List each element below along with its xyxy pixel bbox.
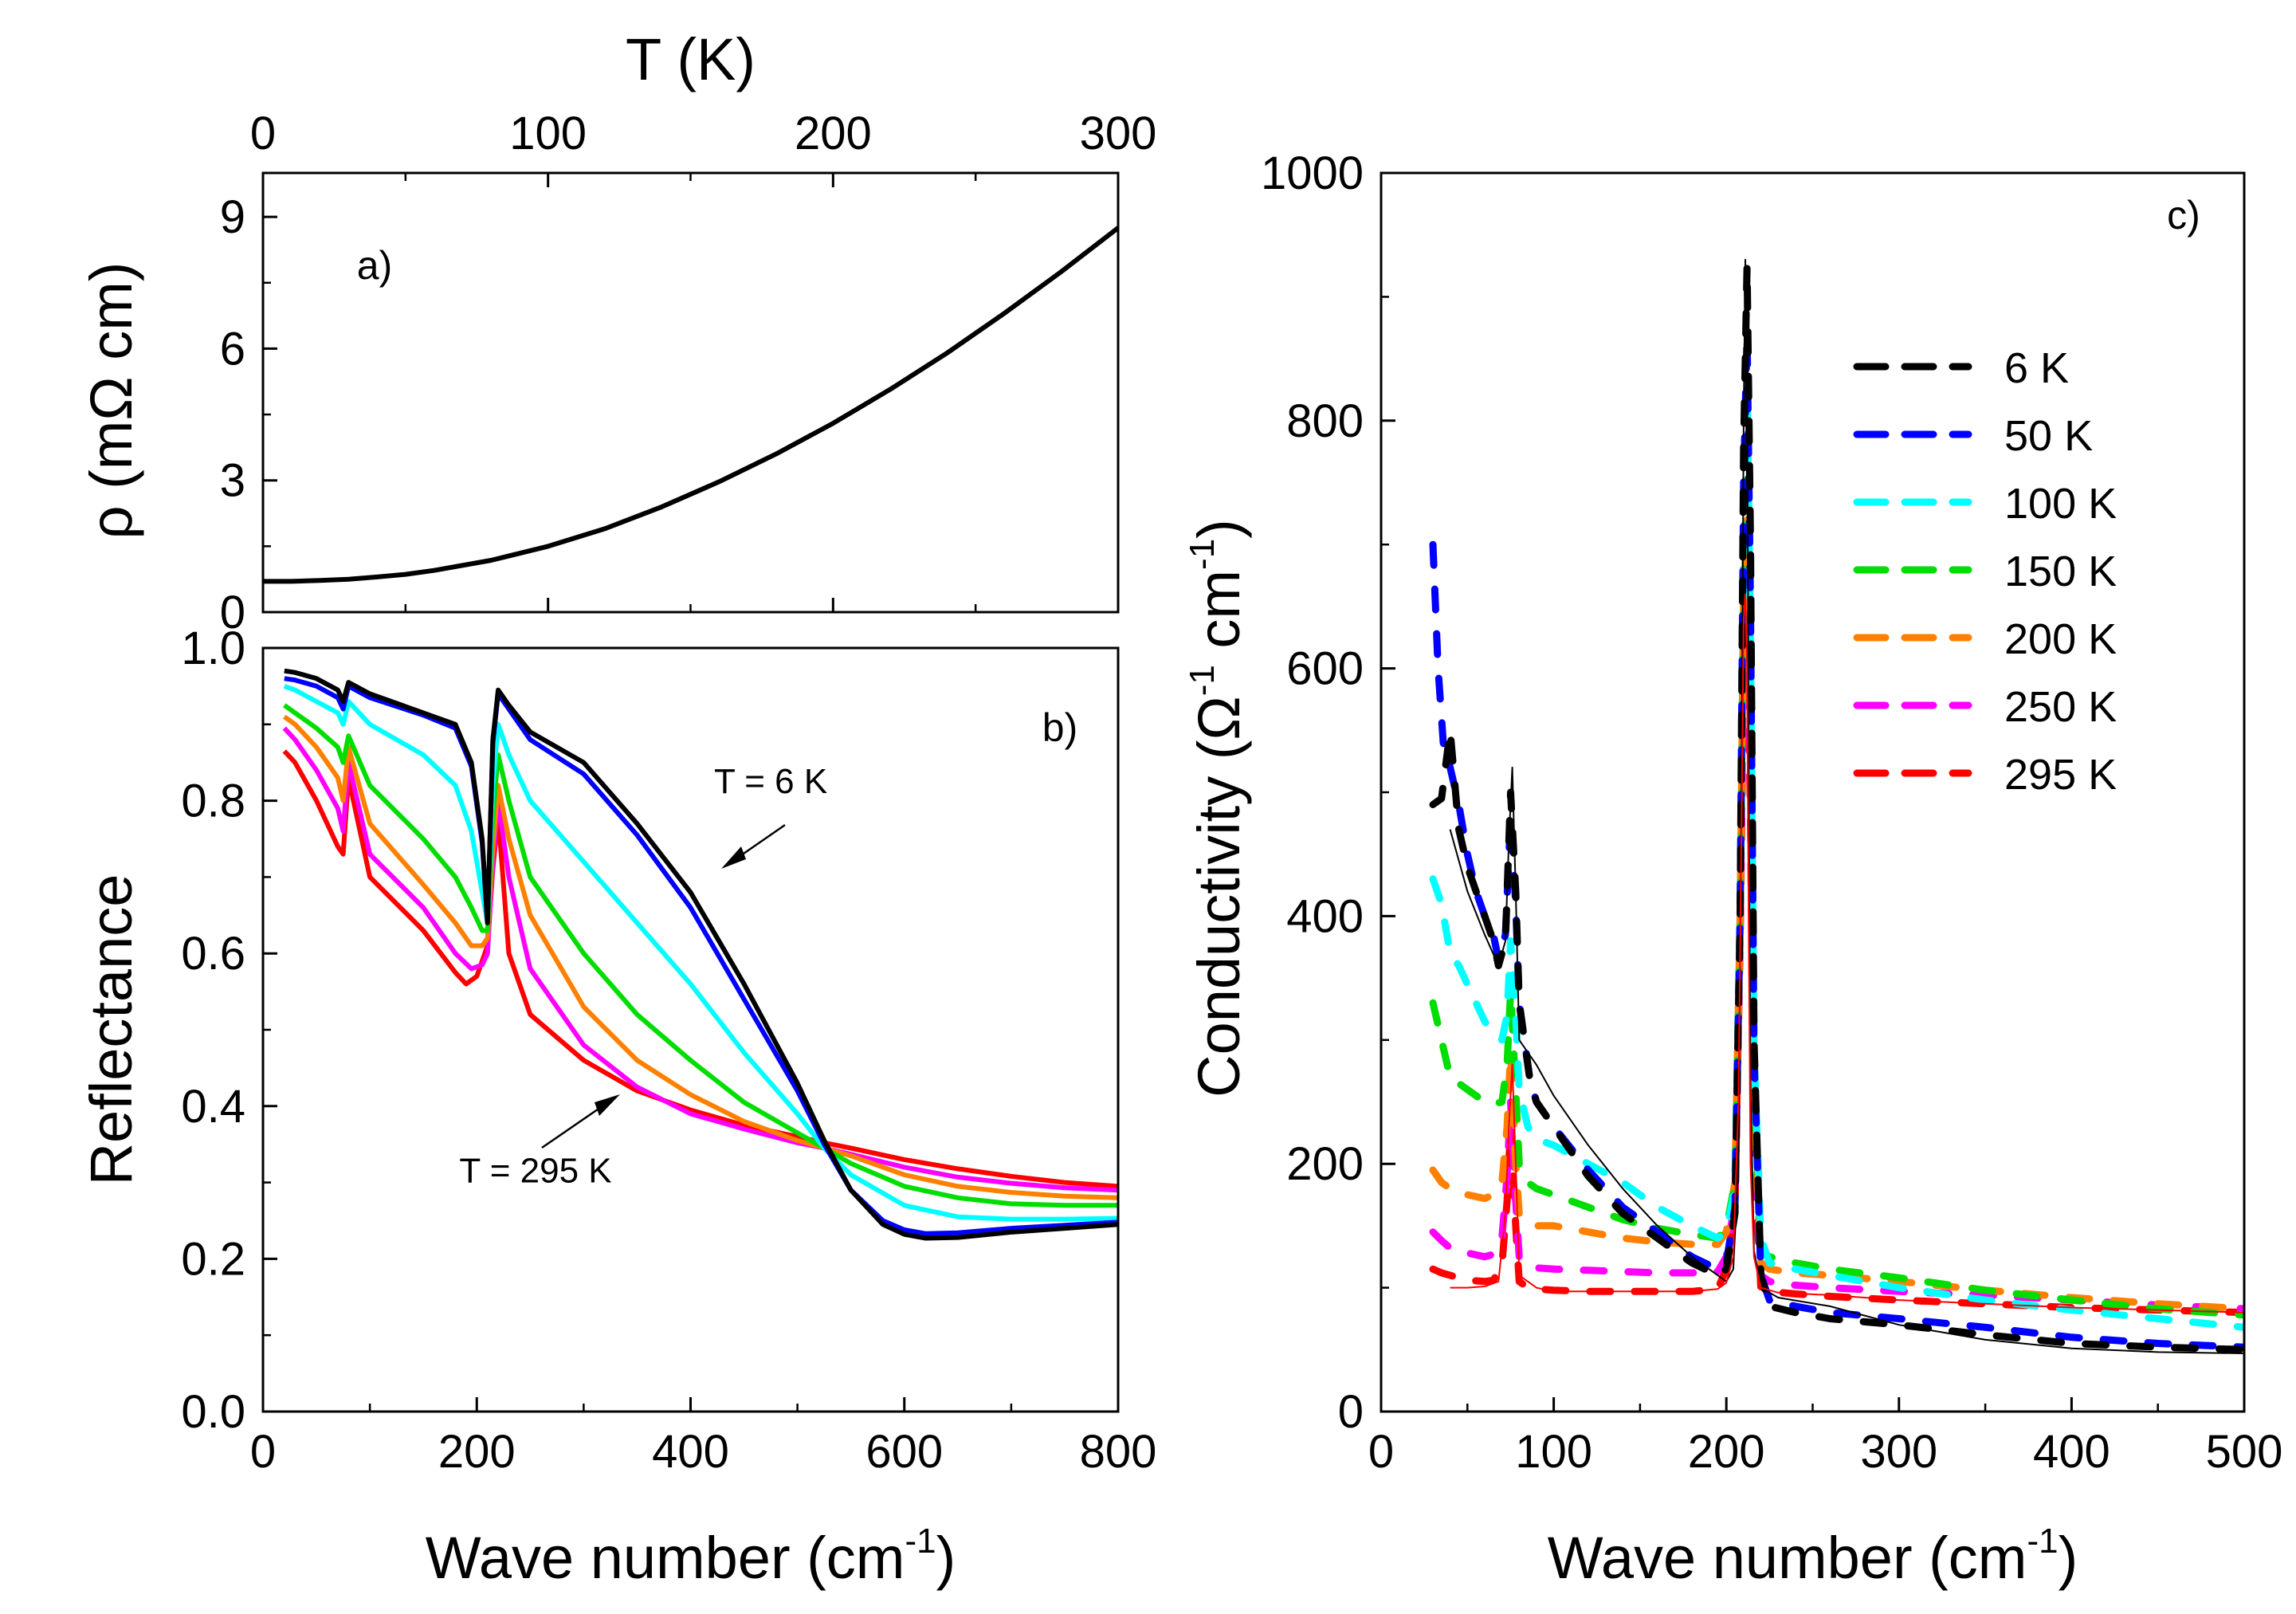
b-y-tick-label: 1.0 [181,622,245,674]
b-annotation-6k-arrowhead [721,846,746,869]
c-series-fit-295-k [1450,593,2244,1314]
c-y-tick-label: 200 [1286,1138,1364,1190]
a-top-tick-label: 200 [795,108,872,159]
c-y-axis-label-sup1: -1 [1183,665,1222,696]
c-x-tick-label: 500 [2206,1426,2283,1478]
a-plot-frame [261,171,1120,614]
b-x-axis-label: Wave number (cm-1) [426,1522,956,1591]
b-y-tick-label: 0.2 [181,1233,245,1285]
b-x-axis-label-end: ) [936,1525,956,1591]
c-series-200-k [1429,516,2244,1313]
b-x-axis-label-sup: -1 [905,1522,936,1561]
c-series-fit-6-k [1449,258,2244,1354]
b-series-50-k [284,676,1118,1236]
c-x-tick-label: 300 [1860,1426,1937,1478]
c-legend-label: 150 K [2004,548,2117,595]
c-y-tick-label: 800 [1286,395,1364,447]
b-x-tick-label: 600 [865,1426,943,1478]
c-series-150-k [1429,466,2244,1319]
panel-a-resistivity: 0 100 200 300 0 3 6 9 T (K) ρ (mΩ cm) a) [78,26,1156,638]
c-series-100-k [1429,379,2244,1331]
c-x-axis-label-end: ) [2059,1525,2078,1591]
c-x-tick-label: 100 [1515,1426,1592,1478]
b-x-tick-label: 800 [1080,1426,1157,1478]
a-y-axis-label: ρ (mΩ cm) [78,261,144,539]
c-y-axis-label-sup2: -1 [1183,539,1222,570]
b-annotation-6k: T = 6 K [714,762,827,801]
c-x-axis-label: Wave number (cm-1) [1548,1522,2078,1591]
b-x-tick-label: 400 [652,1426,729,1478]
c-y-axis-label-main: Conductivity (Ω [1186,696,1252,1098]
c-series-6-k [1429,262,2244,1353]
c-legend-label: 200 K [2004,615,2117,663]
a-top-axis-label: T (K) [626,26,756,92]
c-y-tick-label: 1000 [1261,147,1364,199]
b-y-tick-label: 0.0 [181,1386,245,1438]
c-legend-label: 50 K [2004,412,2093,460]
a-y-tick-label: 6 [220,323,245,375]
c-legend-label: 100 K [2004,480,2117,528]
c-series-group [1429,258,2244,1354]
b-y-tick-label: 0.6 [181,928,245,980]
a-panel-label: a) [357,243,392,288]
c-x-tick-label: 200 [1688,1426,1765,1478]
a-top-tick-label: 0 [250,108,276,159]
panel-c-conductivity: 0 100 200 300 400 500 0 200 400 600 800 1000 Wave nu… [1183,147,2282,1591]
b-x-tick-label: 0 [250,1426,276,1478]
c-y-tick-label: 0 [1338,1386,1364,1438]
b-series-100-k [283,684,1118,1222]
b-x-axis-label-main: Wave number (cm [426,1525,905,1591]
b-series-150-k [283,703,1118,1208]
a-series-resistivity [263,226,1120,584]
c-y-tick-label: 600 [1286,643,1364,695]
c-legend-label: 250 K [2004,683,2117,731]
b-y-tick-label: 0.8 [181,776,245,827]
b-series-6-k [284,668,1118,1241]
a-y-tick-label: 3 [220,455,245,507]
panel-b-reflectance: 0 200 400 600 800 0.0 0.2 0.4 0.6 0.8 1.0 Wave numb… [78,622,1156,1591]
c-series-250-k [1429,553,2244,1313]
c-x-axis-label-main: Wave number (cm [1548,1525,2027,1591]
b-panel-label: b) [1042,705,1077,750]
c-y-axis-label: Conductivity (Ω-1 cm-1) [1183,519,1252,1098]
b-series-group [282,668,1118,1241]
b-y-tick-label: 0.4 [181,1081,245,1133]
a-y-tick-label: 0 [220,587,245,638]
c-legend-label: 6 K [2004,344,2069,392]
b-y-axis-label: Reflectance [78,874,144,1186]
c-y-tick-label: 400 [1286,890,1364,942]
c-x-axis-label-sup: -1 [2027,1522,2058,1561]
b-plot-frame [261,646,1120,1413]
c-x-tick-label: 400 [2033,1426,2110,1478]
c-legend: 6 K 50 K 100 K 150 K 200 K 250 K 295 K [1853,344,2117,799]
b-series-295-k [282,749,1118,1189]
c-legend-label: 295 K [2004,751,2117,799]
b-annotation-295k-arrow-line [541,1102,606,1149]
b-annotation-295k-arrowhead [595,1094,620,1116]
c-series-295-k [1429,603,2244,1317]
c-y-axis-label-end: ) [1186,519,1252,539]
b-x-tick-label: 200 [438,1426,516,1478]
c-x-tick-label: 0 [1368,1426,1394,1478]
c-y-axis-label-mid: cm [1186,570,1252,665]
b-annotation-295k: T = 295 K [459,1152,611,1191]
a-top-tick-label: 300 [1080,108,1157,159]
c-panel-label: c) [2167,193,2200,238]
a-top-tick-label: 100 [509,108,587,159]
a-y-tick-label: 9 [220,191,245,243]
b-series-250-k [282,726,1118,1193]
b-series-200-k [283,714,1118,1200]
c-series-50-k [1429,330,2244,1351]
